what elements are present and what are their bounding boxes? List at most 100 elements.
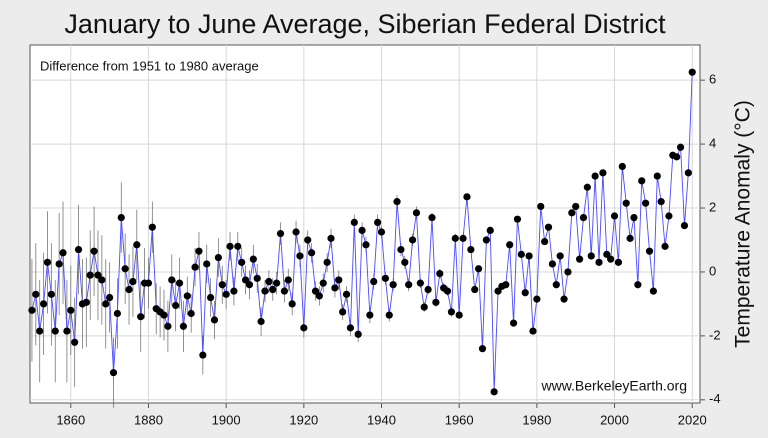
data-point — [59, 249, 67, 257]
data-point — [67, 306, 75, 314]
data-point — [55, 260, 63, 268]
watermark: www.BerkeleyEarth.org — [540, 378, 687, 394]
data-point — [579, 214, 588, 222]
data-point — [401, 258, 409, 266]
data-point — [39, 300, 48, 308]
data-point — [622, 199, 630, 207]
data-point — [614, 258, 623, 266]
data-point — [350, 218, 358, 227]
data-point — [517, 250, 525, 258]
data-point — [673, 153, 681, 161]
data-point — [595, 258, 603, 266]
data-point — [125, 285, 133, 294]
data-point — [362, 241, 370, 249]
data-point — [276, 229, 285, 238]
data-point — [467, 245, 475, 254]
data-point — [408, 236, 417, 244]
y-axis-label: Temperature Anomaly (°C) — [732, 100, 755, 348]
data-point — [261, 287, 269, 295]
data-point — [432, 298, 440, 306]
x-tick-label: 2000 — [600, 412, 629, 427]
data-point — [106, 293, 114, 302]
data-point — [284, 276, 292, 284]
data-point — [98, 276, 106, 284]
data-point — [121, 265, 129, 273]
data-point — [471, 285, 479, 294]
data-point — [459, 234, 467, 242]
data-point — [323, 258, 331, 266]
data-point — [354, 330, 362, 338]
data-point — [238, 258, 246, 266]
data-point — [214, 253, 222, 262]
data-point — [676, 143, 685, 151]
y-tick-label: 0 — [709, 263, 716, 278]
data-point — [172, 301, 180, 310]
data-point — [218, 281, 226, 289]
data-point — [296, 252, 304, 260]
data-point — [412, 209, 421, 217]
data-point — [447, 308, 456, 316]
data-point — [210, 316, 219, 324]
data-point — [642, 199, 650, 207]
data-point — [234, 242, 242, 250]
data-point — [331, 284, 339, 292]
data-point — [183, 292, 191, 300]
data-point — [645, 247, 654, 255]
data-point — [513, 215, 522, 223]
data-point — [32, 290, 40, 298]
data-point — [416, 279, 424, 287]
data-point — [222, 290, 230, 298]
data-point — [572, 202, 580, 211]
y-tick-label: 6 — [709, 72, 716, 87]
data-point — [389, 281, 397, 289]
data-point — [47, 290, 55, 298]
data-point — [366, 311, 374, 319]
data-point — [374, 218, 382, 227]
data-point — [541, 237, 549, 246]
data-point — [339, 308, 347, 316]
data-point — [43, 258, 52, 266]
data-point — [537, 202, 545, 211]
data-point — [455, 311, 463, 319]
data-point — [610, 212, 619, 220]
data-point — [560, 295, 568, 303]
data-point — [370, 277, 378, 286]
grid — [30, 45, 700, 403]
data-point — [649, 287, 657, 295]
data-point — [494, 287, 502, 295]
data-point — [28, 306, 36, 314]
data-point — [164, 322, 172, 330]
data-point — [478, 345, 487, 353]
data-point — [187, 309, 195, 318]
subtitle: Difference from 1951 to 1980 average — [40, 58, 259, 73]
data-point — [358, 226, 366, 234]
data-point — [129, 277, 137, 286]
data-point — [607, 255, 615, 263]
plot-area — [29, 44, 701, 404]
data-point — [113, 309, 121, 318]
data-point — [568, 209, 576, 217]
data-point — [230, 287, 238, 295]
data-point — [273, 279, 281, 287]
y-tick-label: 4 — [709, 136, 716, 151]
data-point — [684, 169, 692, 177]
data-point — [591, 172, 599, 180]
data-point — [618, 162, 626, 171]
data-point — [436, 269, 444, 278]
data-point — [199, 351, 207, 359]
data-point — [315, 292, 323, 300]
data-point — [463, 193, 471, 201]
data-point — [117, 214, 125, 222]
data-point — [226, 242, 234, 250]
data-point — [688, 68, 696, 76]
data-point — [638, 177, 646, 185]
x-tick-label: 1900 — [212, 412, 241, 427]
data-point — [626, 234, 634, 242]
data-point — [521, 289, 529, 297]
data-point — [475, 265, 483, 273]
data-point — [451, 234, 459, 242]
data-point — [634, 281, 642, 289]
data-point — [160, 311, 168, 319]
data-point — [529, 327, 537, 335]
data-point — [300, 324, 308, 332]
